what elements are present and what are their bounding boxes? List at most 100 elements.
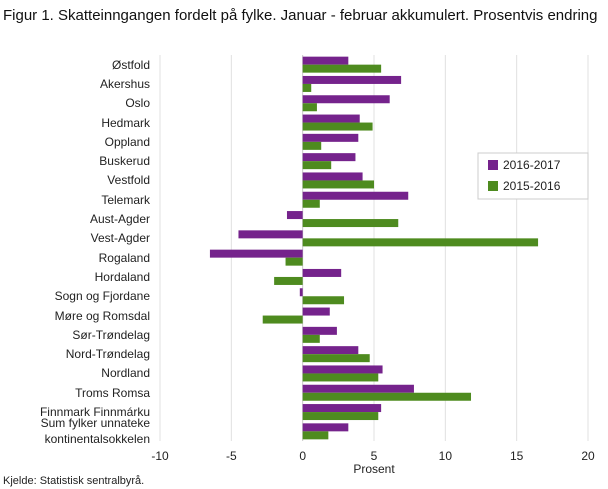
category-label: Aust-Agder bbox=[0, 209, 150, 228]
bar-2016-2017-12 bbox=[299, 288, 303, 297]
bar-2015-2016-5 bbox=[302, 161, 332, 170]
category-label-text: Hedmark bbox=[101, 115, 150, 130]
category-label-text: Akershus bbox=[99, 76, 150, 91]
bar-2016-2017-15 bbox=[302, 346, 359, 355]
category-label: Hordaland bbox=[0, 267, 150, 286]
category-label-text: Møre og Romsdal bbox=[54, 308, 150, 323]
category-label: Troms Romsa bbox=[0, 383, 150, 402]
bar-2015-2016-19 bbox=[302, 431, 329, 440]
category-label-text: Aust-Agder bbox=[89, 212, 150, 227]
category-label-text: Oppland bbox=[104, 134, 150, 149]
bar-2015-2016-14 bbox=[302, 334, 320, 343]
bar-2016-2017-0 bbox=[302, 56, 349, 65]
bar-2015-2016-1 bbox=[302, 83, 312, 92]
bar-2015-2016-0 bbox=[302, 64, 382, 73]
bar-2015-2016-18 bbox=[302, 412, 379, 421]
bar-2015-2016-8 bbox=[302, 219, 399, 228]
bar-2015-2016-16 bbox=[302, 373, 379, 382]
bar-2016-2017-3 bbox=[302, 114, 360, 123]
bar-2015-2016-4 bbox=[302, 141, 322, 150]
x-tick-label: 10 bbox=[439, 449, 453, 463]
bar-2016-2017-13 bbox=[302, 307, 330, 316]
category-label: Nordland bbox=[0, 364, 150, 383]
legend-label-2015-2016: 2015-2016 bbox=[503, 179, 561, 193]
category-label-text: Rogaland bbox=[98, 250, 150, 265]
bar-2016-2017-16 bbox=[302, 365, 383, 374]
bar-2016-2017-9 bbox=[238, 230, 303, 239]
x-tick-label: -5 bbox=[226, 449, 237, 463]
bar-2016-2017-18 bbox=[302, 404, 382, 413]
bar-2016-2017-11 bbox=[302, 268, 342, 277]
category-label: Oslo bbox=[0, 94, 150, 113]
bar-2016-2017-7 bbox=[302, 191, 409, 200]
bar-2015-2016-2 bbox=[302, 103, 317, 112]
category-label-text: Troms Romsa bbox=[75, 385, 150, 400]
category-label: Oppland bbox=[0, 132, 150, 151]
bar-2016-2017-4 bbox=[302, 133, 359, 142]
category-label-text: Buskerud bbox=[99, 154, 150, 169]
bar-2016-2017-14 bbox=[302, 326, 337, 335]
bars bbox=[209, 56, 539, 440]
bar-2016-2017-5 bbox=[302, 153, 356, 162]
category-labels: Østfold Akershus Oslo Hedmark Oppland Buskeru… bbox=[0, 0, 160, 489]
category-label-text: Sum fylker unnateke kontinentalsokkelen bbox=[40, 416, 150, 447]
category-label-text: Sør-Trøndelag bbox=[72, 327, 150, 342]
bar-2016-2017-2 bbox=[302, 95, 390, 104]
category-label: Sogn og Fjordane bbox=[0, 287, 150, 306]
category-label: Vest-Agder bbox=[0, 229, 150, 248]
category-label: Telemark bbox=[0, 190, 150, 209]
legend: 2016-2017 2015-2016 bbox=[477, 152, 589, 200]
category-label-text: Østfold bbox=[111, 57, 150, 72]
category-label-text: Hordaland bbox=[94, 269, 150, 284]
bar-2016-2017-10 bbox=[209, 249, 303, 258]
legend-swatch-2015-2016 bbox=[488, 181, 498, 191]
bar-2015-2016-12 bbox=[302, 296, 345, 305]
legend-swatch-2016-2017 bbox=[488, 160, 498, 170]
bar-2016-2017-19 bbox=[302, 423, 349, 432]
category-label-text: Telemark bbox=[101, 192, 150, 207]
x-axis-ticks: -10 -5 0 5 10 15 20 bbox=[151, 449, 595, 463]
x-axis-label: Prosent bbox=[353, 462, 395, 476]
x-tick-label: -10 bbox=[151, 449, 169, 463]
bar-2016-2017-1 bbox=[302, 75, 402, 84]
legend-label-2016-2017: 2016-2017 bbox=[503, 158, 561, 172]
category-label-text: Nord-Trøndelag bbox=[65, 347, 150, 362]
chart-title: Figur 1. Skatteinngangen fordelt på fylk… bbox=[3, 7, 598, 24]
category-label: Akershus bbox=[0, 74, 150, 93]
category-label: Hedmark bbox=[0, 113, 150, 132]
source-note: Kjelde: Statistisk sentralbyrå. bbox=[3, 475, 145, 487]
category-label: Østfold bbox=[0, 55, 150, 74]
category-label-text: Finnmark Finnmárku bbox=[39, 405, 150, 420]
x-tick-label: 0 bbox=[299, 449, 306, 463]
category-label: Møre og Romsdal bbox=[0, 306, 150, 325]
bar-2015-2016-10 bbox=[285, 257, 303, 266]
category-label: Finnmark Finnmárku bbox=[0, 402, 150, 421]
category-label-text: Vest-Agder bbox=[90, 231, 150, 246]
category-label-text: Oslo bbox=[125, 96, 150, 111]
bar-2016-2017-8 bbox=[286, 211, 303, 220]
category-label-text: Vestfold bbox=[107, 173, 150, 188]
category-label: Vestfold bbox=[0, 171, 150, 190]
bar-2016-2017-6 bbox=[302, 172, 363, 181]
category-label: Buskerud bbox=[0, 152, 150, 171]
category-label: Nord-Trøndelag bbox=[0, 345, 150, 364]
bar-2015-2016-13 bbox=[262, 315, 303, 324]
category-label-text: Nordland bbox=[101, 366, 150, 381]
x-tick-label: 20 bbox=[581, 449, 595, 463]
category-label: Sør-Trøndelag bbox=[0, 325, 150, 344]
bar-2016-2017-17 bbox=[302, 384, 414, 393]
bar-2015-2016-9 bbox=[302, 238, 539, 247]
gridlines bbox=[159, 55, 589, 441]
category-label-text: Sogn og Fjordane bbox=[54, 289, 150, 304]
bar-2015-2016-11 bbox=[274, 276, 303, 285]
bar-2015-2016-6 bbox=[302, 180, 374, 189]
category-label: Rogaland bbox=[0, 248, 150, 267]
bar-2015-2016-3 bbox=[302, 122, 373, 131]
category-label: Sum fylker unnateke kontinentalsokkelen bbox=[0, 416, 150, 446]
bar-2015-2016-7 bbox=[302, 199, 320, 208]
bar-2015-2016-15 bbox=[302, 354, 370, 363]
x-tick-label: 15 bbox=[510, 449, 524, 463]
x-tick-label: 5 bbox=[371, 449, 378, 463]
bar-2015-2016-17 bbox=[302, 392, 472, 401]
